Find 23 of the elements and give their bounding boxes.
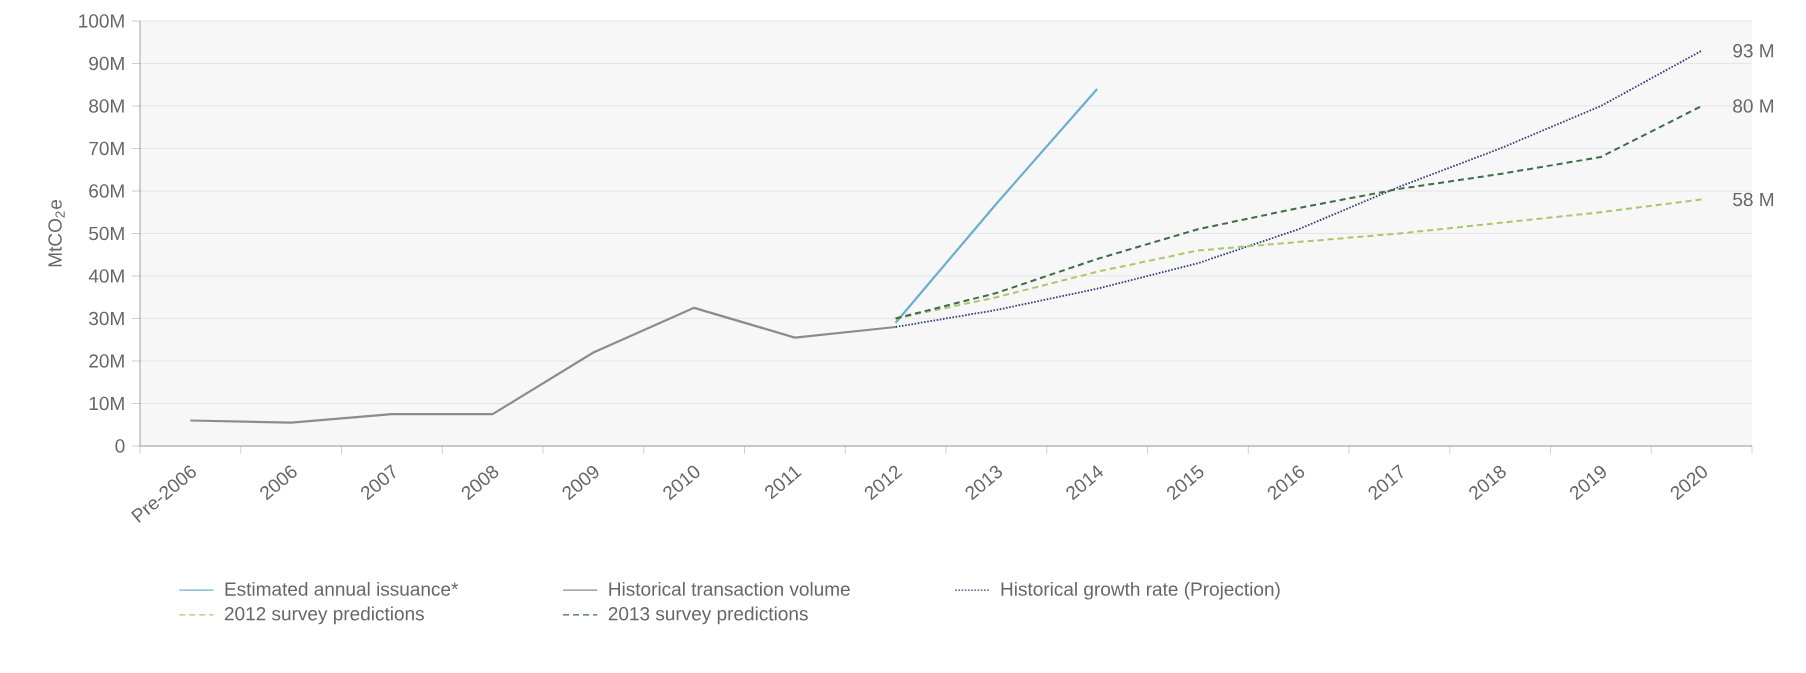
annotation: 80 M — [1733, 99, 1774, 113]
y-tick-label: 60M — [89, 184, 124, 198]
y-tick-label: 40M — [88, 269, 124, 283]
legend-label: Historical transaction volume — [609, 581, 850, 596]
line-series — [894, 49, 1703, 328]
legend-label: Historical growth rate (Projection) — [1001, 581, 1280, 600]
y-tick-label: 10M — [89, 396, 124, 411]
legend-label: 2012 survey predictions — [224, 606, 424, 625]
line-series — [894, 104, 1703, 320]
y-tick-label: 0 — [115, 439, 125, 453]
y-tick-label: 100M — [79, 14, 124, 28]
y-tick-label: 70M — [89, 141, 124, 156]
y-axis-title: MtCO$_{2}$e — [48, 200, 65, 267]
y-tick-label: 90M — [89, 56, 124, 71]
line-series — [189, 306, 897, 424]
y-tick-label: 20M — [89, 354, 124, 368]
y-tick-label: 80M — [89, 99, 124, 113]
y-tick-label: 50M — [89, 226, 124, 241]
annotation: 93 M — [1733, 44, 1774, 58]
y-tick-label: 30M — [89, 311, 124, 326]
legend-label: 2013 survey predictions — [608, 606, 808, 625]
legend-label: Estimated annual issuance* — [225, 581, 459, 596]
annotation: 58 M — [1733, 192, 1774, 207]
